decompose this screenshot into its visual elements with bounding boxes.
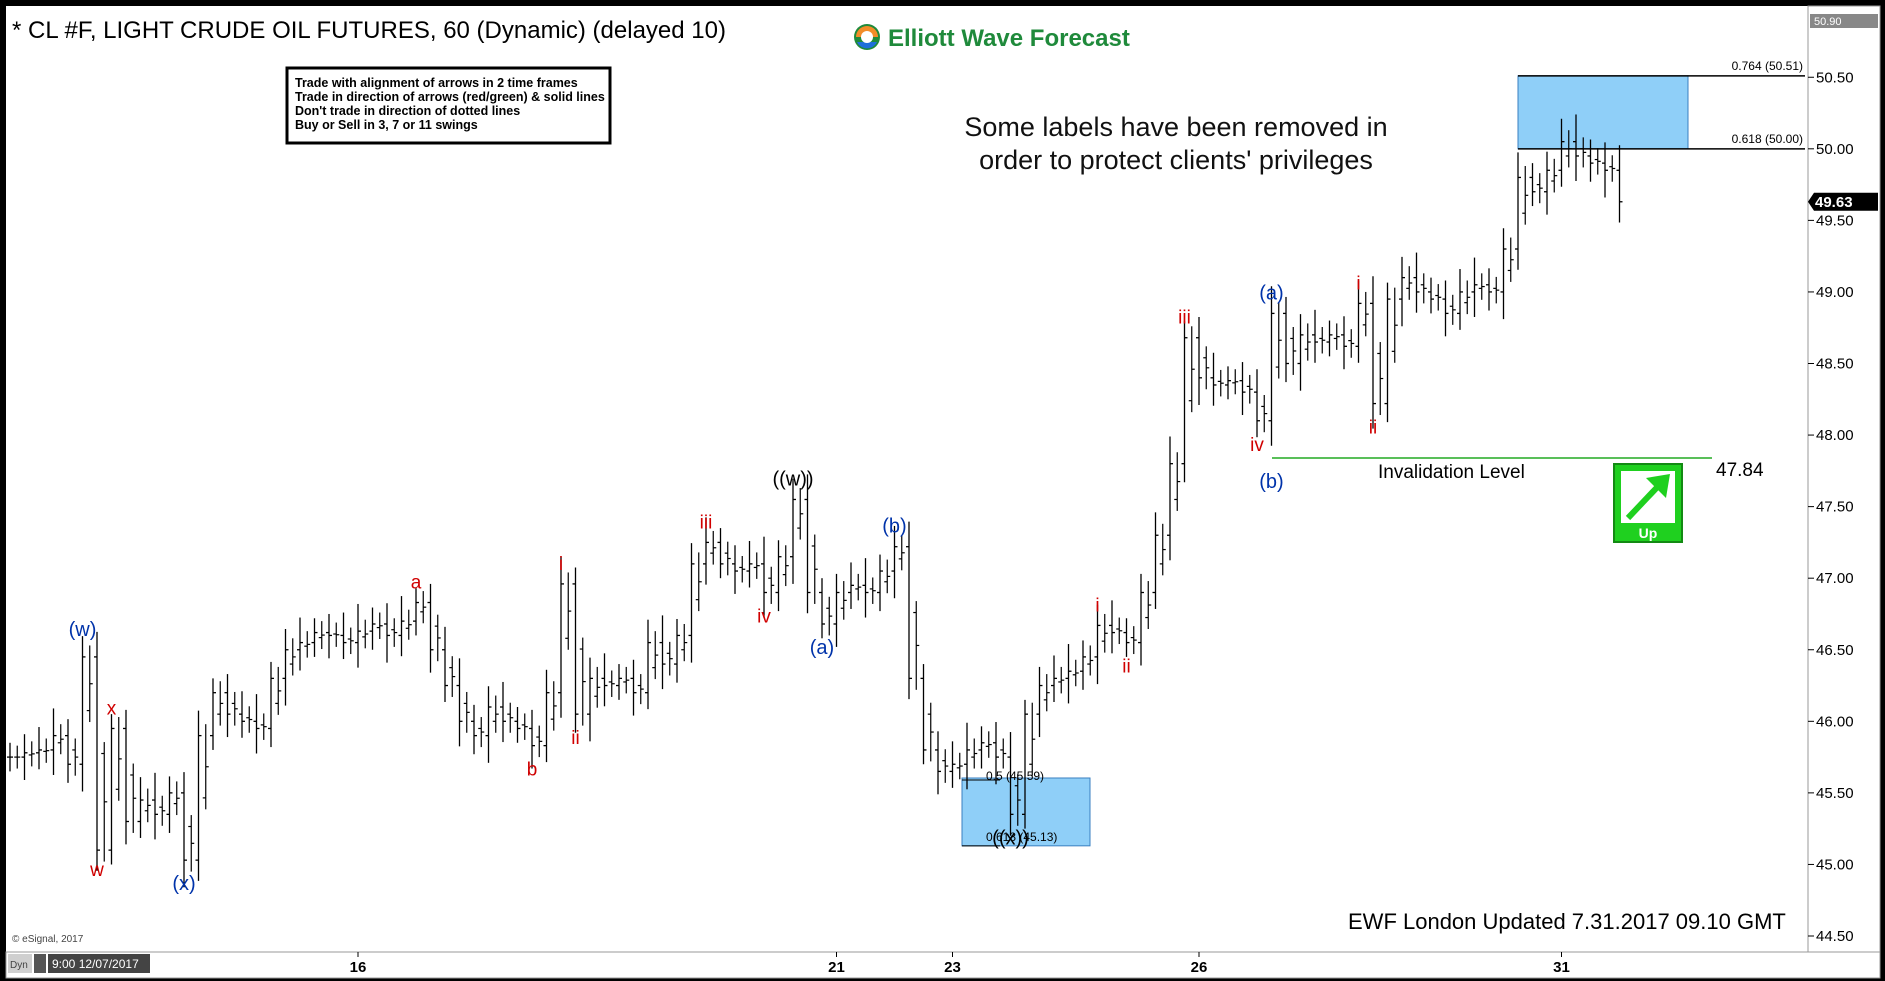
rule-line-4: Buy or Sell in 3, 7 or 11 swings <box>295 118 478 132</box>
y-tick-label: 45.00 <box>1816 856 1854 873</box>
up-signal-badge[interactable]: Up <box>1614 464 1682 542</box>
wave-label: ((x)) <box>992 827 1029 849</box>
wave-label: a <box>411 573 422 594</box>
wave-label: i <box>559 554 563 575</box>
wave-label: (a) <box>1259 282 1283 304</box>
y-tick-label: 50.50 <box>1816 69 1854 86</box>
note-line-2: order to protect clients' privileges <box>979 145 1373 175</box>
y-tick-label: 48.00 <box>1816 427 1854 444</box>
wave-label: iii <box>700 512 713 533</box>
x-tick-label: 16 <box>350 959 367 976</box>
fib-label-top: 0.764 (50.51) <box>1732 59 1803 73</box>
y-tick-label: 47.50 <box>1816 499 1854 516</box>
y-tick-label: 47.00 <box>1816 570 1854 587</box>
copyright-text: © eSignal, 2017 <box>12 934 84 945</box>
y-tick-label: 49.00 <box>1816 284 1854 301</box>
wave-label: ((w)) <box>772 468 813 490</box>
wave-label: (b) <box>1259 471 1283 493</box>
up-signal-label: Up <box>1639 525 1658 541</box>
wave-label: iv <box>1250 435 1264 456</box>
y-tick-label: 44.50 <box>1816 928 1854 945</box>
chart-title: * CL #F, LIGHT CRUDE OIL FUTURES, 60 (Dy… <box>12 17 726 44</box>
fib-label-top: 0.618 (50.00) <box>1732 132 1803 146</box>
time-axis[interactable] <box>6 952 1880 978</box>
wave-label: ii <box>571 728 579 749</box>
wave-label: (x) <box>172 873 195 895</box>
wave-label: (w) <box>69 619 97 641</box>
wave-label: ii <box>1122 657 1130 678</box>
current-price-badge: 49.63 <box>1808 193 1878 211</box>
y-tick-label: 46.50 <box>1816 642 1854 659</box>
updated-text: EWF London Updated 7.31.2017 09.10 GMT <box>1348 909 1786 934</box>
status-dyn: Dyn <box>10 960 28 971</box>
brand-logo: Elliott Wave Forecast <box>854 24 1130 52</box>
rule-line-2: Trade in direction of arrows (red/green)… <box>295 90 605 104</box>
note-line-1: Some labels have been removed in <box>964 112 1387 142</box>
fib-zone-top <box>1518 76 1688 149</box>
trading-rules-box: Trade with alignment of arrows in 2 time… <box>287 68 610 143</box>
wave-label: w <box>89 860 104 881</box>
invalidation-value: 47.84 <box>1716 460 1764 481</box>
wave-label: ii <box>1369 418 1377 439</box>
status-time: 9:00 12/07/2017 <box>52 957 139 971</box>
wave-label: i <box>1356 273 1360 294</box>
x-tick-label: 21 <box>828 959 845 976</box>
top-price-badge: 50.90 <box>1810 14 1878 28</box>
status-bar: Dyn 9:00 12/07/2017 <box>8 954 150 973</box>
fib-label-bottom: 0.5 (45.59) <box>986 769 1044 783</box>
wave-label: x <box>107 698 117 719</box>
x-tick-label: 26 <box>1191 959 1208 976</box>
wave-label: iii <box>1178 308 1191 329</box>
wave-label: i <box>1095 595 1099 616</box>
wave-label: iv <box>757 607 771 628</box>
x-tick-label: 23 <box>944 959 961 976</box>
brand-name: Elliott Wave Forecast <box>888 25 1130 52</box>
x-tick-label: 31 <box>1553 959 1570 976</box>
y-tick-label: 45.50 <box>1816 785 1854 802</box>
wave-label: (a) <box>810 637 834 659</box>
rule-line-3: Don't trade in direction of dotted lines <box>295 104 520 118</box>
top-price-text: 50.90 <box>1814 16 1842 28</box>
wave-label: (b) <box>882 516 906 538</box>
y-tick-label: 46.00 <box>1816 713 1854 730</box>
current-price-text: 49.63 <box>1815 194 1853 211</box>
rule-line-1: Trade with alignment of arrows in 2 time… <box>295 76 578 90</box>
y-tick-label: 48.50 <box>1816 356 1854 373</box>
y-tick-label: 50.00 <box>1816 141 1854 158</box>
invalidation-label: Invalidation Level <box>1378 462 1525 483</box>
y-tick-label: 49.50 <box>1816 212 1854 229</box>
wave-label: b <box>527 760 538 781</box>
